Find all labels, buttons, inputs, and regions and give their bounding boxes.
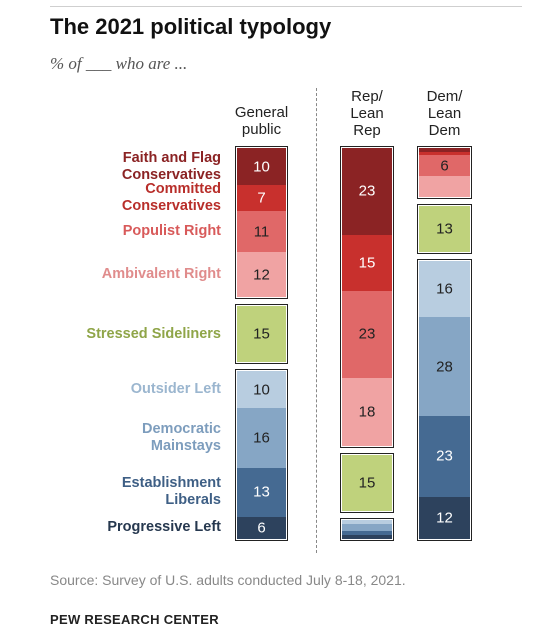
column-header-line: public bbox=[241, 121, 282, 138]
data-label: 13 bbox=[436, 220, 453, 238]
data-label: 18 bbox=[358, 403, 376, 421]
bar-segment-ambivalent-right: 12 bbox=[237, 252, 286, 298]
data-label: 16 bbox=[436, 280, 453, 298]
legend-label-line: Committed bbox=[145, 181, 221, 198]
data-label: 15 bbox=[358, 474, 376, 492]
data-label: 6 bbox=[440, 157, 449, 175]
legend-label-populist-right: Populist Right bbox=[123, 223, 221, 240]
dashed-divider bbox=[316, 88, 317, 553]
bar-segment-faith-and-flag-conservatives: 10 bbox=[237, 148, 286, 186]
bar-segment-ambivalent-right bbox=[419, 176, 470, 198]
bar-segment-stressed-sideliners: 15 bbox=[237, 306, 286, 363]
data-label: 10 bbox=[253, 158, 270, 176]
legend-label-line: Ambivalent Right bbox=[101, 266, 221, 283]
data-label: 28 bbox=[436, 358, 453, 376]
legend-label-line: Progressive Left bbox=[107, 519, 221, 536]
bar-segment-outsider-left: 16 bbox=[419, 261, 470, 318]
column-header-line: Rep/ bbox=[351, 88, 383, 105]
bar-segment-outsider-left: 10 bbox=[237, 371, 286, 409]
column-header-dem-lean-dem: Dem/Lean Dem bbox=[403, 88, 486, 139]
top-rule bbox=[50, 6, 522, 7]
organization-name: PEW RESEARCH CENTER bbox=[50, 612, 219, 627]
bar-segment-establishment-liberals: 23 bbox=[419, 415, 470, 497]
data-label: 7 bbox=[257, 189, 266, 207]
legend-label-line: Populist Right bbox=[122, 223, 221, 240]
bar-segment-stressed-sideliners: 13 bbox=[419, 206, 470, 252]
bar-segment-progressive-left: 12 bbox=[419, 496, 470, 539]
data-label: 23 bbox=[358, 182, 376, 200]
column-header-line: Rep bbox=[353, 122, 381, 139]
data-label: 6 bbox=[257, 519, 266, 537]
data-label: 23 bbox=[436, 447, 453, 465]
column-header-line: Lean bbox=[350, 105, 384, 122]
bar-segment-populist-right: 11 bbox=[237, 211, 286, 253]
legend-label-line: Stressed Sideliners bbox=[86, 325, 221, 342]
legend-label-line: Liberals bbox=[165, 492, 221, 509]
data-label: 11 bbox=[253, 223, 270, 241]
bar-segment-populist-right: 23 bbox=[342, 291, 392, 378]
data-label: 23 bbox=[358, 325, 376, 343]
bar-segment-populist-right: 6 bbox=[419, 155, 470, 177]
data-label: 15 bbox=[253, 325, 270, 343]
legend-label-faith-and-flag-conservatives: Faith and Flag Conservatives bbox=[122, 150, 221, 184]
group-frame-democratic-aligned-groups bbox=[235, 369, 288, 541]
source-note: Source: Survey of U.S. adults conducted … bbox=[50, 572, 406, 588]
bar-segment-democratic-mainstays: 16 bbox=[237, 408, 286, 469]
legend-label-committed-conservatives: Committed Conservatives bbox=[122, 181, 221, 215]
legend-label-establishment-liberals: Establishment Liberals bbox=[122, 475, 221, 509]
bar-segment-outsider-left bbox=[342, 520, 392, 524]
bar-segment-stressed-sideliners: 15 bbox=[342, 454, 392, 512]
legend-label-line: Establishment bbox=[121, 475, 221, 492]
data-label: 16 bbox=[253, 429, 270, 447]
column-header-line: General bbox=[234, 104, 289, 121]
data-label: 13 bbox=[253, 483, 270, 501]
data-label: 10 bbox=[253, 381, 270, 399]
legend-label-line: Conservatives bbox=[121, 166, 221, 183]
bar-segment-establishment-liberals bbox=[342, 531, 392, 536]
chart-title: The 2021 political typology bbox=[50, 14, 332, 39]
legend-label-line: Conservatives bbox=[121, 198, 221, 215]
group-frame-democratic-aligned-groups bbox=[340, 518, 394, 541]
group-frame-democratic-aligned-groups bbox=[417, 259, 472, 541]
group-frame-republican-aligned-groups bbox=[235, 146, 288, 300]
column-header-line: Dem bbox=[428, 122, 461, 139]
legend-label-line: Outsider Left bbox=[130, 381, 221, 398]
group-frame-republican-aligned-groups bbox=[417, 146, 472, 200]
group-frame-sideliners bbox=[417, 204, 472, 254]
legend-label-stressed-sideliners: Stressed Sideliners bbox=[86, 326, 221, 343]
group-frame-sideliners bbox=[340, 452, 394, 514]
chart-subtitle: % of ___ who are ... bbox=[50, 54, 188, 73]
column-header-general-public: General public bbox=[221, 104, 302, 138]
legend-label-democratic-mainstays: Democratic Mainstays bbox=[142, 421, 221, 455]
legend-label-outsider-left: Outsider Left bbox=[131, 381, 221, 398]
bar-segment-ambivalent-right: 18 bbox=[342, 377, 392, 446]
bar-segment-democratic-mainstays: 28 bbox=[419, 317, 470, 416]
bar-segment-faith-and-flag-conservatives: 23 bbox=[342, 148, 392, 235]
data-label: 12 bbox=[436, 509, 453, 527]
data-label: 15 bbox=[358, 254, 376, 272]
column-header-line: Dem/ bbox=[426, 88, 463, 105]
legend-label-line: Faith and Flag bbox=[122, 149, 221, 166]
legend-label-line: Democratic bbox=[142, 421, 221, 438]
data-label: 12 bbox=[253, 266, 270, 284]
group-frame-sideliners bbox=[235, 304, 288, 365]
legend-label-ambivalent-right: Ambivalent Right bbox=[102, 266, 221, 283]
bar-segment-progressive-left bbox=[342, 535, 392, 539]
bar-segment-committed-conservatives: 7 bbox=[237, 185, 286, 212]
bar-segment-progressive-left: 6 bbox=[237, 516, 286, 539]
bar-segment-faith-and-flag-conservatives bbox=[419, 148, 470, 152]
column-header-rep-lean-rep: Rep/Lean Rep bbox=[326, 88, 408, 139]
legend-label-line: Mainstays bbox=[150, 438, 221, 455]
bar-segment-democratic-mainstays bbox=[342, 523, 392, 532]
bar-segment-committed-conservatives: 15 bbox=[342, 234, 392, 292]
column-header-line: Lean bbox=[427, 105, 462, 122]
bar-segment-committed-conservatives bbox=[419, 151, 470, 156]
legend-label-progressive-left: Progressive Left bbox=[107, 519, 221, 536]
bar-segment-establishment-liberals: 13 bbox=[237, 468, 286, 517]
group-frame-republican-aligned-groups bbox=[340, 146, 394, 448]
